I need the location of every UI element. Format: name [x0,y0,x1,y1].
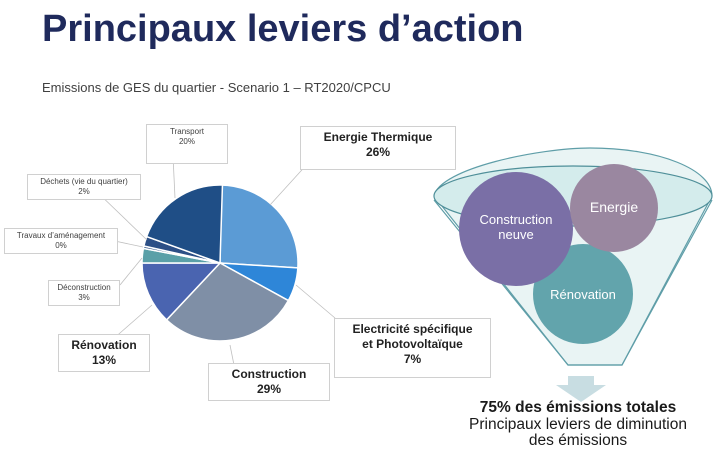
label-renovation: Rénovation 13% [58,334,150,372]
pie-slice-2 [165,262,290,342]
label-construction: Construction 29% [208,363,330,401]
summary-line-3: des émissions [528,432,628,450]
summary-text: 75% des émissions totales Principaux lev… [440,399,716,450]
label-deconstruction: Déconstruction 3% [48,280,120,306]
circle-energie [570,164,658,252]
circle-label-construction-neuve: Construction neuve [479,212,553,242]
pie-slice-0 [219,184,299,269]
circle-renovation [533,244,633,344]
summary-headline: 75% des émissions totales [479,399,677,416]
leader-deconstruction [119,257,143,286]
label-dechets: Déchets (vie du quartier) 2% [27,174,141,200]
chart-subtitle: Emissions de GES du quartier - Scenario … [42,80,391,95]
label-electricite: Electricité spécifique et Photovoltaïque… [334,318,491,378]
label-travaux: Travaux d’aménagement 0% [4,228,118,254]
circle-construction-neuve [459,172,573,286]
summary-line-2: Principaux leviers de diminution [469,415,687,433]
page-title: Principaux leviers d’action [42,8,524,50]
pie-slice-7 [145,184,224,265]
down-arrow-icon [556,376,606,402]
circle-label-renovation: Rénovation [550,287,616,302]
label-transport: Transport 20% [146,124,228,164]
pie-slice-3 [141,262,222,321]
circle-label-energie: Energie [589,199,639,215]
label-energie-thermique: Energie Thermique 26% [300,126,456,170]
leader-electricite [295,284,336,319]
